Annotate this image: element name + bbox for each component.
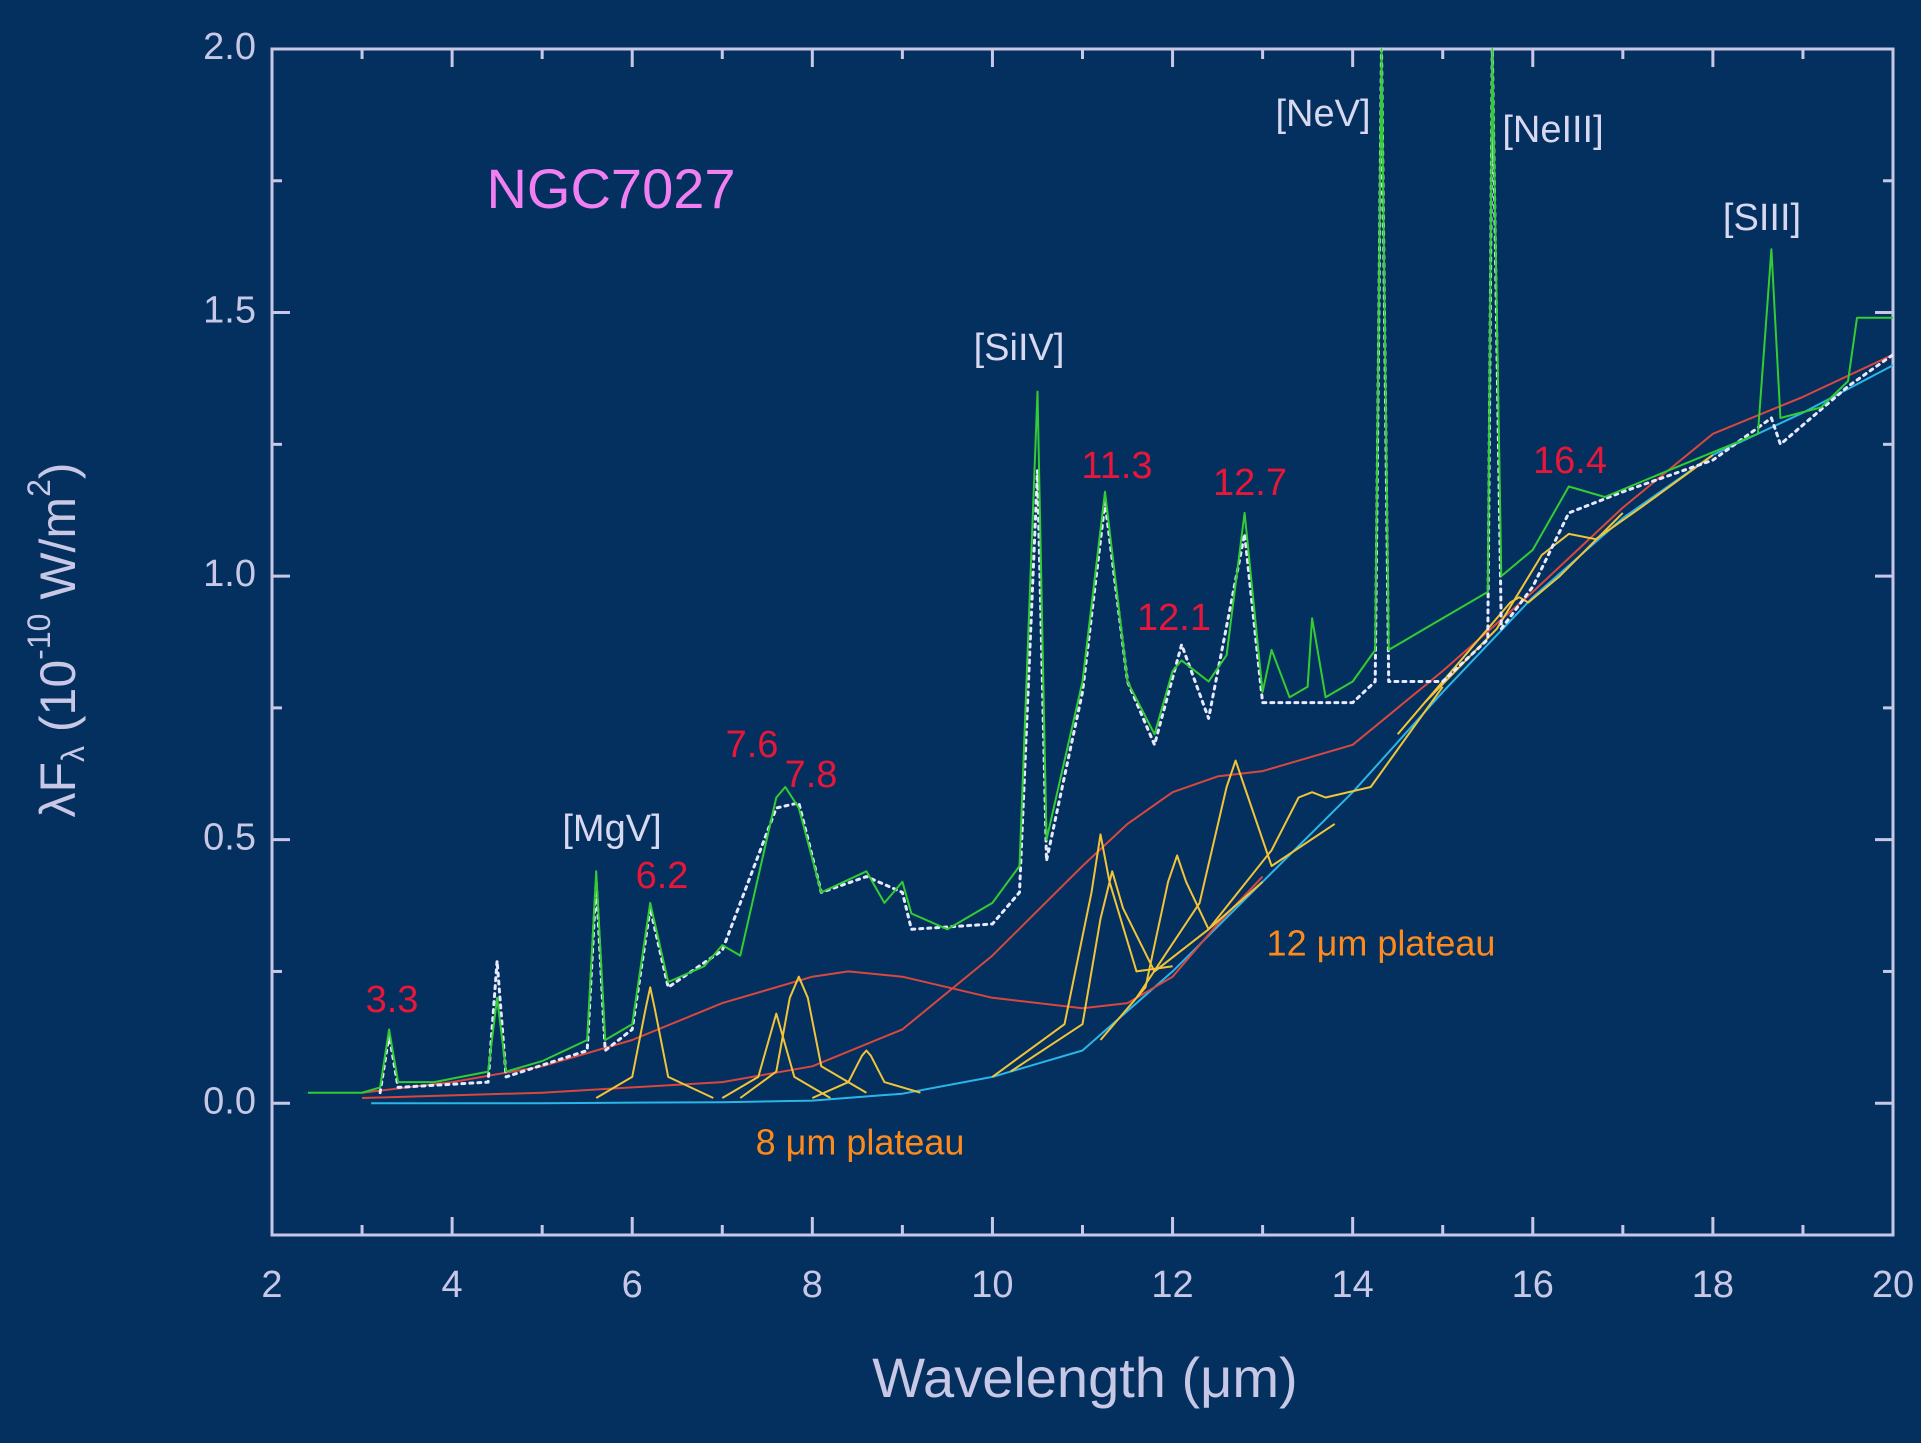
annotation: 12.7 bbox=[1213, 462, 1287, 504]
y-tick-label: 0.5 bbox=[203, 817, 256, 859]
spectrum-line bbox=[362, 353, 1893, 1099]
y-axis-label-part: λ bbox=[55, 746, 91, 762]
annotation: [SiIV] bbox=[974, 327, 1065, 369]
y-axis-label-part: (10 bbox=[30, 660, 86, 746]
annotation: [NeIII] bbox=[1502, 109, 1603, 151]
y-axis-label-part: W/m bbox=[30, 497, 86, 614]
annotation: 16.4 bbox=[1533, 440, 1607, 482]
x-tick-label: 20 bbox=[1872, 1264, 1914, 1306]
spectrum-line bbox=[991, 833, 1173, 1078]
chart-title: NGC7027 bbox=[486, 157, 735, 220]
annotation: 7.6 bbox=[726, 724, 779, 766]
spectrum-line bbox=[1396, 512, 1624, 735]
spectrum-line bbox=[1135, 759, 1336, 999]
y-tick-label: 1.5 bbox=[203, 290, 256, 332]
y-axis-label-part: ) bbox=[30, 462, 86, 479]
annotation: 12 μm plateau bbox=[1267, 923, 1496, 964]
x-tick-label: 4 bbox=[442, 1264, 463, 1306]
x-tick-label: 18 bbox=[1692, 1264, 1734, 1306]
annotation: 3.3 bbox=[366, 979, 419, 1021]
spectrum-line bbox=[308, 48, 1893, 1094]
x-tick-label: 16 bbox=[1512, 1264, 1554, 1306]
annotation: 6.2 bbox=[636, 855, 689, 897]
x-tick-label: 12 bbox=[1151, 1264, 1193, 1306]
x-tick-label: 10 bbox=[971, 1264, 1013, 1306]
plot-area bbox=[308, 47, 1893, 1105]
annotation: 7.8 bbox=[785, 754, 838, 796]
spectrum-line bbox=[1207, 686, 1444, 930]
spectrum-line bbox=[721, 1012, 831, 1099]
spectrum-line bbox=[361, 875, 1264, 1094]
y-axis-label: λFλ (10-10 W/m2) bbox=[21, 462, 91, 817]
annotation: [MgV] bbox=[562, 808, 661, 850]
x-axis-label: Wavelength (μm) bbox=[872, 1346, 1297, 1409]
y-axis-label-part: λF bbox=[30, 762, 86, 818]
y-axis-label-part: -10 bbox=[21, 614, 57, 660]
y-tick-label: 1.0 bbox=[203, 553, 256, 595]
x-tick-label: 6 bbox=[622, 1264, 643, 1306]
y-tick-label: 2.0 bbox=[203, 26, 256, 68]
annotation: [NeV] bbox=[1275, 93, 1370, 135]
y-tick-label: 0.0 bbox=[203, 1080, 256, 1122]
spectrum-line bbox=[739, 975, 867, 1099]
spectrum-line bbox=[811, 1049, 921, 1099]
annotation: 11.3 bbox=[1081, 445, 1152, 487]
x-tick-label: 2 bbox=[261, 1264, 282, 1306]
annotation: 12.1 bbox=[1137, 597, 1211, 639]
spectrum-line bbox=[1423, 454, 1714, 704]
annotation: [SIII] bbox=[1723, 197, 1801, 239]
annotation: 8 μm plateau bbox=[756, 1122, 965, 1163]
y-axis-label-part: 2 bbox=[21, 479, 57, 497]
x-tick-label: 8 bbox=[802, 1264, 823, 1306]
x-tick-label: 14 bbox=[1332, 1264, 1374, 1306]
spectrum-line bbox=[371, 364, 1893, 1105]
spectrum-line bbox=[595, 986, 714, 1099]
